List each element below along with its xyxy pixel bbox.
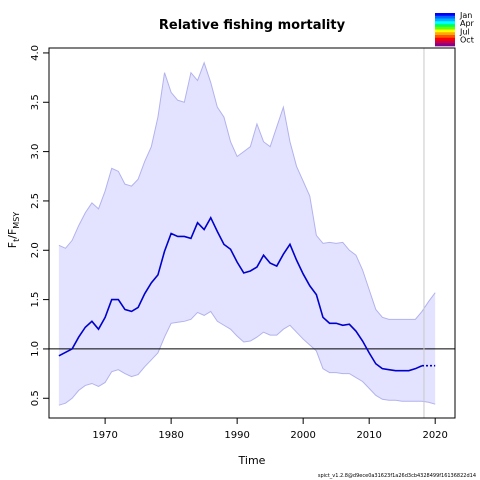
legend-swatch [435, 24, 455, 28]
legend-swatch [435, 26, 455, 30]
legend-label: Oct [460, 36, 474, 45]
legend-swatch [435, 29, 455, 33]
legend-swatch [435, 40, 455, 44]
y-tick-label: 1.0 [30, 341, 41, 357]
legend-label: Jul [459, 27, 470, 36]
y-tick-label: 0.5 [30, 390, 41, 406]
y-axis-label: Ft/FMSY [6, 212, 21, 248]
legend-label: Apr [460, 19, 475, 28]
x-tick-label: 1980 [158, 430, 183, 441]
x-tick-label: 2010 [356, 430, 381, 441]
legend-swatch [435, 43, 455, 47]
plot-box [48, 47, 456, 419]
legend-swatch [435, 13, 455, 17]
y-tick-label: 4.0 [30, 45, 41, 61]
y-tick-label: 2.0 [30, 242, 41, 258]
legend-label: Jan [459, 11, 472, 20]
x-tick-label: 1990 [224, 430, 249, 441]
x-tick-label: 2020 [422, 430, 447, 441]
y-tick-label: 1.5 [30, 292, 41, 308]
chart-title: Relative fishing mortality [159, 18, 346, 33]
legend-swatch [435, 32, 455, 36]
x-axis-label: Time [238, 454, 266, 467]
x-tick-label: 2000 [290, 430, 315, 441]
ci-band [58, 62, 436, 406]
legend-swatch [435, 21, 455, 25]
x-tick-label: 1970 [92, 430, 117, 441]
legend-swatch [435, 15, 455, 19]
footer-version: spict_v1.2.8@d9ece0a31623f1a26d3cb432849… [318, 473, 476, 479]
legend-swatch [435, 35, 455, 39]
y-tick-label: 3.0 [30, 144, 41, 160]
estimate-line [58, 215, 423, 372]
ci-lower-line [58, 310, 436, 406]
y-tick-label: 3.5 [30, 94, 41, 110]
plot-area: 1970 1980 1990 2000 2010 2020 0.5 1.0 1.5 2.0 2.5 3… [30, 45, 456, 441]
legend-swatch [435, 37, 455, 41]
ci-upper-line [58, 61, 436, 320]
legend-swatch [435, 18, 455, 22]
y-tick-label: 2.5 [30, 193, 41, 209]
